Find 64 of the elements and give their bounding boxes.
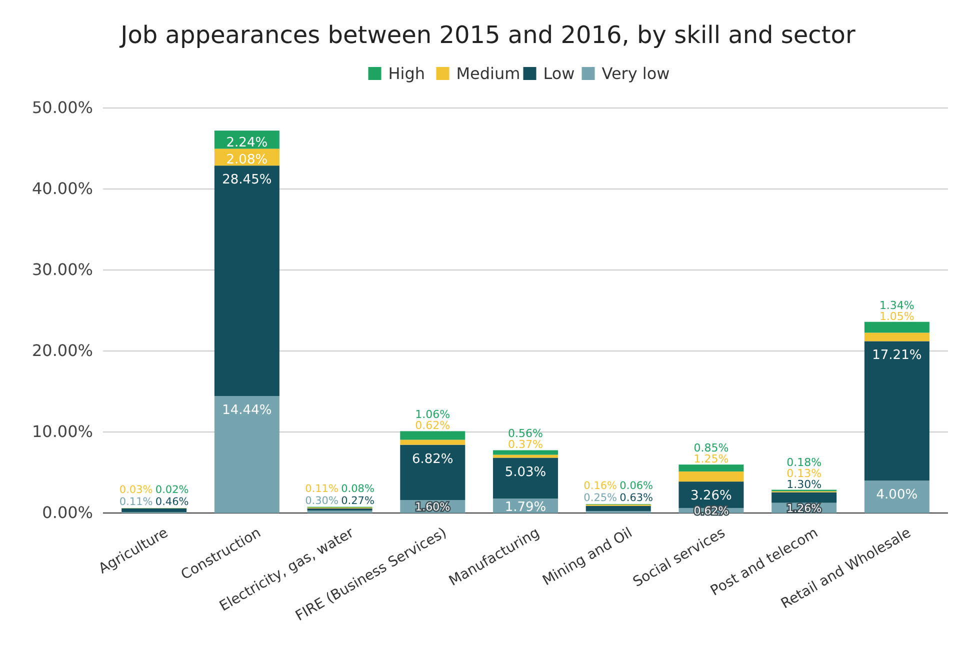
data-label: 0.03% <box>119 484 153 496</box>
data-label: 0.37% <box>508 438 543 452</box>
bar <box>678 464 744 472</box>
y-tick-label: 40.00% <box>32 179 93 198</box>
bar <box>400 444 466 500</box>
data-label: 0.18% <box>786 456 822 469</box>
bar <box>493 454 558 458</box>
bar <box>864 341 930 481</box>
data-label: 1.79% <box>504 500 546 515</box>
data-label: 0.25% <box>584 492 618 504</box>
data-label: 1.34% <box>879 298 914 312</box>
bar <box>214 166 280 396</box>
data-label: 5.03% <box>504 464 546 480</box>
y-tick-label: 0.00% <box>42 503 93 522</box>
y-tick-label: 30.00% <box>32 260 93 279</box>
legend-label: Very low <box>602 64 670 83</box>
legend-label: Low <box>543 64 575 83</box>
legend-label: High <box>388 64 426 83</box>
data-label: 0.11% <box>305 482 338 495</box>
data-label: 28.45% <box>222 172 272 188</box>
bar <box>586 506 651 511</box>
data-label: 0.27% <box>341 494 374 507</box>
data-label: 17.21% <box>872 348 922 364</box>
data-label: 1.05% <box>879 310 914 323</box>
y-tick-label: 10.00% <box>32 422 93 441</box>
data-label: 1.25% <box>694 452 729 466</box>
bar <box>493 458 558 498</box>
data-label: 0.62% <box>415 419 450 432</box>
bar <box>214 396 280 513</box>
data-label: 2.08% <box>226 152 268 168</box>
chart-title: Job appearances between 2015 and 2016, by skill and sector <box>118 21 856 49</box>
y-tick-label: 20.00% <box>32 341 93 360</box>
data-label: 0.85% <box>694 442 729 455</box>
bar <box>864 322 930 333</box>
data-label: 0.63% <box>620 492 654 504</box>
data-label: 1.26% <box>786 502 822 515</box>
bar <box>493 450 558 455</box>
data-label: 0.08% <box>341 482 374 495</box>
y-tick-label: 50.00% <box>32 98 93 117</box>
data-label: 14.44% <box>222 403 272 418</box>
data-label: 0.13% <box>786 466 822 480</box>
data-label: 2.24% <box>226 136 268 151</box>
bar <box>307 508 372 511</box>
bar <box>122 508 187 512</box>
data-label: 1.30% <box>786 478 822 491</box>
bar <box>400 431 466 440</box>
bar <box>400 440 466 445</box>
data-label: 3.26% <box>690 488 732 504</box>
data-label: 4.00% <box>876 488 918 503</box>
data-label: 0.16% <box>584 480 618 492</box>
legend-label: Medium <box>456 64 520 83</box>
data-label: 0.06% <box>620 480 654 492</box>
data-label: 0.56% <box>508 427 543 440</box>
data-label: 0.02% <box>155 484 189 496</box>
bar <box>678 471 744 482</box>
data-label: 1.60% <box>415 500 450 514</box>
data-label: 0.11% <box>119 496 153 508</box>
bar <box>864 480 930 513</box>
data-label: 6.82% <box>412 452 454 467</box>
data-label: 0.30% <box>305 494 338 507</box>
bar <box>772 492 837 503</box>
data-label: 1.06% <box>415 408 450 422</box>
data-label: 0.46% <box>155 496 189 508</box>
bar <box>864 332 930 342</box>
